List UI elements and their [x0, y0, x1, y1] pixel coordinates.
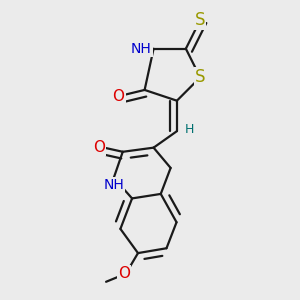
- Text: O: O: [93, 140, 105, 155]
- Text: O: O: [112, 89, 124, 104]
- Text: H: H: [185, 123, 194, 136]
- Text: NH: NH: [131, 42, 152, 56]
- Text: NH: NH: [103, 178, 124, 192]
- Text: S: S: [195, 68, 206, 86]
- Text: S: S: [195, 11, 206, 29]
- Text: O: O: [118, 266, 130, 281]
